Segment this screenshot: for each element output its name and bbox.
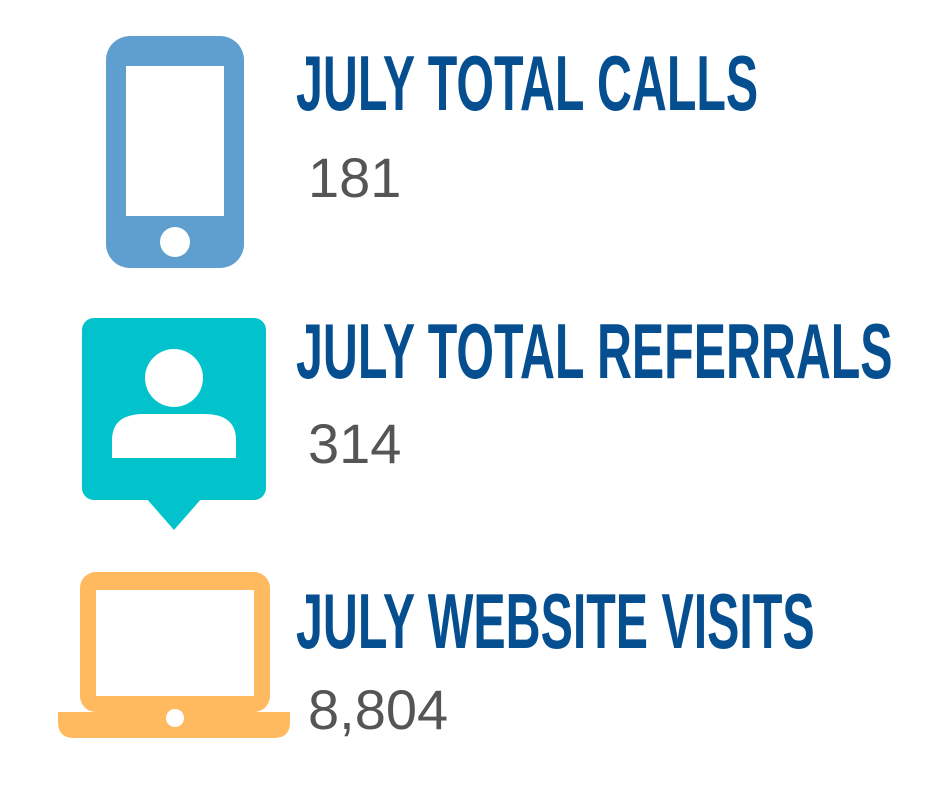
stat-title: JULY TOTAL REFERRALS <box>296 307 893 395</box>
stat-value: 181 <box>308 146 402 209</box>
stat-value: 8,804 <box>308 678 449 741</box>
stat-title: JULY WEBSITE VISITS <box>296 577 815 665</box>
stat-value: 314 <box>308 412 402 475</box>
user-referral-icon <box>82 318 266 530</box>
laptop-icon <box>58 572 290 738</box>
smartphone-icon <box>106 36 244 268</box>
stat-title: JULY TOTAL CALLS <box>296 39 759 127</box>
